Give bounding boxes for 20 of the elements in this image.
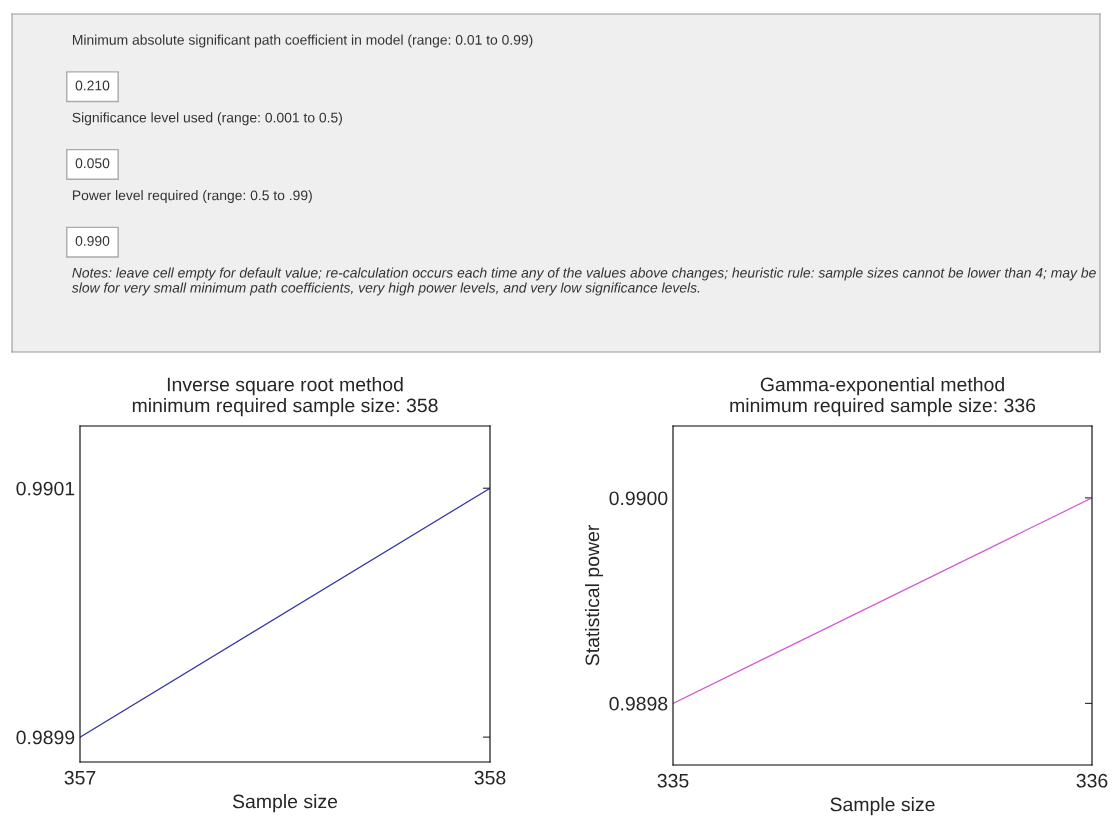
text: Notes: leave cell empty for default value; re-calculation occurs each time any of the values above changes; heuristic rule: sample sizes cannot be lower than 4; may be slow for very small minimum path coefficients, very high power levels, and very low significance levels.: [71, 267, 1096, 296]
y-tick-label: 0.9901: [16, 481, 75, 496]
x-axis-title: Sample size: [232, 794, 338, 813]
chart-title: Gamma-exponential method minimum required sample size: 336: [730, 377, 1036, 417]
y-tick-label: 0.9900: [609, 491, 668, 506]
x-tick-label: 357: [64, 770, 96, 785]
text: 0.210: [75, 80, 110, 91]
text: Minimum absolute significant path coefficient in model (range: 0.01 to 0.99): [72, 34, 533, 48]
x-tick-label: 358: [474, 770, 506, 785]
text: Power level required (range: 0.5 to .99): [72, 190, 312, 203]
y-axis-title: Statistical power: [584, 525, 604, 666]
text: 0.050: [75, 158, 110, 169]
text: Significance level used (range: 0.001 to 0.5): [72, 112, 342, 126]
y-tick-label: 0.9898: [609, 696, 668, 711]
chart-title: Inverse square root method minimum required sample size: 358: [132, 377, 438, 417]
x-tick-label: 336: [1076, 773, 1108, 788]
x-tick-label: 335: [657, 773, 689, 788]
x-axis-title: Sample size: [830, 797, 935, 816]
text: 0.990: [75, 236, 110, 246]
y-tick-label: 0.9899: [16, 730, 75, 745]
